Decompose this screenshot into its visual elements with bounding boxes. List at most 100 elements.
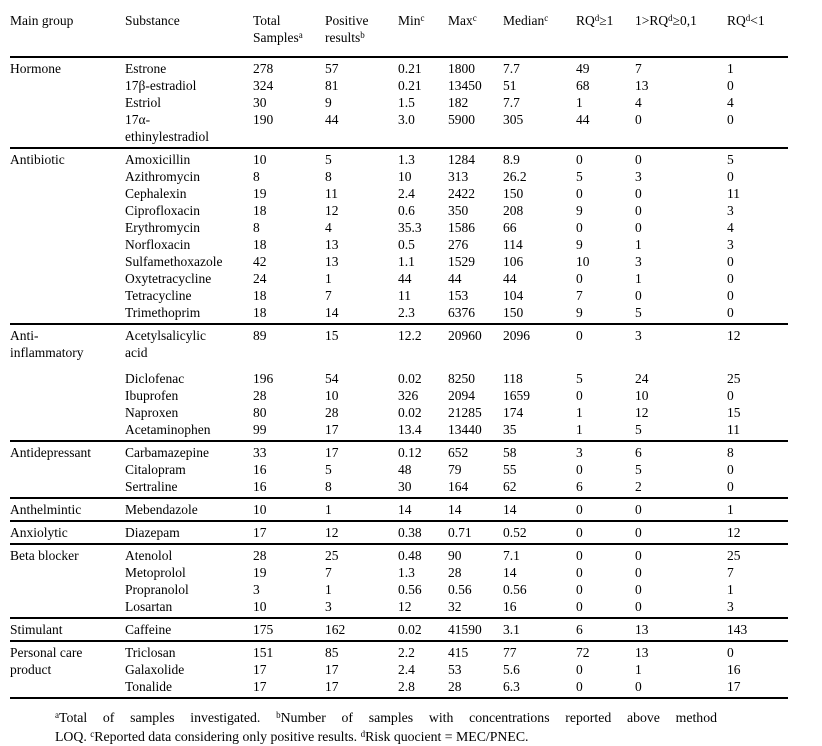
value-cell: 1800 — [448, 61, 475, 76]
table-row: Citalopram 16 5 48 79 55 0 5 0 — [10, 461, 788, 478]
group-name-cell: Antibiotic — [10, 152, 65, 167]
value-cell: 28 — [253, 388, 267, 403]
value-cell: 151 — [253, 645, 274, 660]
group-name-cell: Anti- inflammatory — [10, 328, 84, 360]
value-cell: 10 — [253, 502, 267, 517]
value-cell: 2 — [635, 479, 642, 494]
value-cell: 0 — [576, 679, 583, 694]
value-cell: 33 — [253, 445, 267, 460]
table-row: Anti- inflammatory Acetylsalicylic acid 89… — [10, 324, 788, 361]
value-cell: 25 — [325, 548, 339, 563]
value-cell: 6376 — [448, 305, 475, 320]
value-cell: 0 — [727, 388, 734, 403]
value-cell: 25 — [727, 548, 741, 563]
group-personal-care-product: Personal care product Triclosan 151 85 2.2 41… — [10, 641, 788, 698]
value-cell: 143 — [727, 622, 748, 637]
value-cell: 11 — [398, 288, 411, 303]
value-cell: 0 — [576, 662, 583, 677]
table-row: Metoprolol 19 7 1.3 28 14 0 0 7 — [10, 564, 788, 581]
superscript-marker: c — [90, 729, 95, 739]
value-cell: 5 — [727, 152, 734, 167]
value-cell: 0 — [727, 288, 734, 303]
value-cell: 3 — [576, 445, 583, 460]
table-row: Galaxolide 17 17 2.4 53 5.6 0 1 16 — [10, 661, 788, 678]
value-cell: 3 — [635, 169, 642, 184]
table-row: Tonalide 17 17 2.8 28 6.3 0 0 17 — [10, 678, 788, 698]
group-name-cell: Beta blocker — [10, 548, 79, 563]
value-cell: 0 — [635, 502, 642, 517]
value-cell: 3 — [253, 582, 260, 597]
value-cell: 80 — [253, 405, 267, 420]
substance-cell: Amoxicillin — [125, 152, 191, 167]
table-row: Cephalexin 19 11 2.4 2422 150 0 0 11 — [10, 185, 788, 202]
value-cell: 5 — [576, 169, 583, 184]
value-cell: 104 — [503, 288, 524, 303]
substance-cell: Ciprofloxacin — [125, 203, 200, 218]
superscript-marker: d — [745, 13, 751, 23]
superscript-marker: b — [360, 30, 365, 40]
group-anthelmintic: Anthelmintic Mebendazole 10 1 14 14 14 0 0 1 — [10, 498, 788, 521]
value-cell: 9 — [576, 305, 583, 320]
group-antidepressant: Antidepressant Carbamazepine 33 17 0.12 652 58… — [10, 441, 788, 498]
table-row: Ciprofloxacin 18 12 0.6 350 208 9 0 3 — [10, 202, 788, 219]
value-cell: 3 — [727, 237, 734, 252]
column-header-3: Positive resultsb — [325, 13, 369, 45]
table-row: Antibiotic Amoxicillin 10 5 1.3 1284 8.9 0 0 5 — [10, 148, 788, 168]
value-cell: 0.12 — [398, 445, 422, 460]
value-cell: 1284 — [448, 152, 475, 167]
superscript-marker: c — [544, 13, 549, 23]
value-cell: 106 — [503, 254, 524, 269]
value-cell: 1586 — [448, 220, 475, 235]
value-cell: 13 — [635, 645, 649, 660]
value-cell: 18 — [253, 203, 267, 218]
value-cell: 14 — [398, 502, 412, 517]
value-cell: 0 — [635, 220, 642, 235]
value-cell: 3.0 — [398, 112, 415, 127]
value-cell: 26.2 — [503, 169, 527, 184]
value-cell: 0.21 — [398, 61, 422, 76]
value-cell: 24 — [253, 271, 267, 286]
value-cell: 150 — [503, 186, 524, 201]
value-cell: 0 — [576, 582, 583, 597]
superscript-marker: d — [668, 13, 673, 23]
value-cell: 8 — [253, 169, 260, 184]
value-cell: 7.1 — [503, 548, 520, 563]
value-cell: 44 — [448, 271, 462, 286]
value-cell: 85 — [325, 645, 339, 660]
value-cell: 62 — [503, 479, 517, 494]
value-cell: 15 — [325, 328, 339, 343]
value-cell: 35 — [503, 422, 517, 437]
substance-cell: Tetracycline — [125, 288, 192, 303]
table-row: Tetracycline 18 7 11 153 104 7 0 0 — [10, 287, 788, 304]
value-cell: 313 — [448, 169, 469, 184]
group-antibiotic: Antibiotic Amoxicillin 10 5 1.3 1284 8.9 0 0 5 Azi… — [10, 148, 788, 324]
value-cell: 12 — [635, 405, 649, 420]
value-cell: 175 — [253, 622, 274, 637]
value-cell: 10 — [398, 169, 412, 184]
value-cell: 5 — [325, 462, 332, 477]
value-cell: 1.5 — [398, 95, 415, 110]
value-cell: 2.8 — [398, 679, 415, 694]
value-cell: 15 — [727, 405, 741, 420]
table-row: Naproxen 80 28 0.02 21285 174 1 12 15 — [10, 404, 788, 421]
value-cell: 16 — [253, 462, 267, 477]
value-cell: 350 — [448, 203, 469, 218]
value-cell: 3 — [325, 599, 332, 614]
value-cell: 1 — [325, 271, 332, 286]
substance-cell: Caffeine — [125, 622, 172, 637]
superscript-marker: d — [594, 13, 600, 23]
group-hormone: Hormone Estrone 278 57 0.21 1800 7.7 49 7 1 17β-es… — [10, 57, 788, 148]
value-cell: 324 — [253, 78, 274, 93]
value-cell: 1659 — [503, 388, 530, 403]
substance-cell: Acetylsalicylic acid — [125, 328, 206, 360]
value-cell: 3 — [727, 203, 734, 218]
superscript-marker: a — [298, 30, 303, 40]
value-cell: 1 — [576, 95, 583, 110]
value-cell: 1 — [635, 237, 642, 252]
value-cell: 44 — [325, 112, 339, 127]
value-cell: 278 — [253, 61, 274, 76]
value-cell: 415 — [448, 645, 469, 660]
column-header-4: Minc — [398, 13, 425, 28]
substance-cell: Metoprolol — [125, 565, 186, 580]
value-cell: 2096 — [503, 328, 530, 343]
